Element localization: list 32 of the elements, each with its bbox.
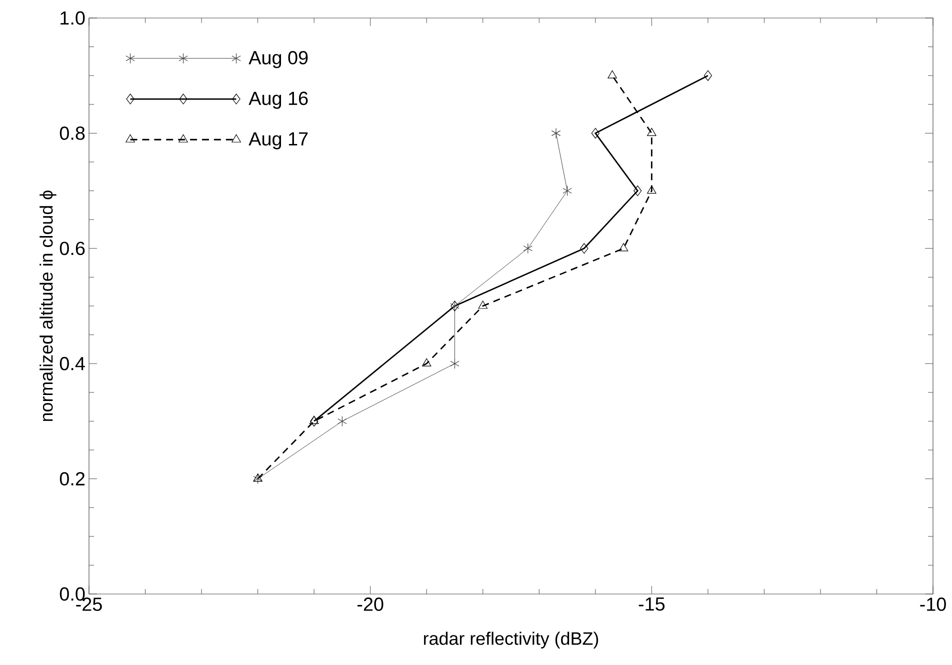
legend-label: Aug 16 — [248, 92, 308, 109]
x-tick-label: -15 — [638, 598, 665, 611]
point — [450, 358, 460, 369]
point — [422, 358, 432, 366]
y-tick-label: 0.2 — [60, 472, 85, 486]
y-axis-title: normalized altitude in cloud ϕ — [40, 190, 56, 421]
x-axis-title: radar reflectivity (dBZ) — [424, 632, 598, 648]
y-tick-label: 0.8 — [60, 126, 85, 140]
point — [253, 473, 262, 484]
point — [338, 416, 347, 426]
point — [310, 416, 318, 426]
point — [253, 473, 262, 482]
point — [523, 243, 533, 254]
x-tick-label: -20 — [358, 598, 384, 611]
point — [618, 243, 628, 252]
point — [551, 128, 561, 138]
point — [309, 416, 319, 424]
point — [591, 128, 600, 138]
y-tick-label: 0.6 — [60, 242, 85, 256]
y-tick-label: 0.4 — [60, 356, 85, 370]
point — [634, 185, 642, 196]
y-tick-label: 1.0 — [60, 11, 85, 25]
point — [647, 185, 656, 194]
x-tick-label: -10 — [920, 598, 946, 611]
legend-label: Aug 09 — [248, 50, 308, 68]
legend-label: Aug 17 — [248, 132, 308, 150]
point — [562, 185, 572, 196]
point — [647, 128, 656, 136]
point — [478, 300, 488, 309]
point — [580, 243, 588, 254]
point — [704, 70, 712, 81]
point — [608, 70, 617, 78]
